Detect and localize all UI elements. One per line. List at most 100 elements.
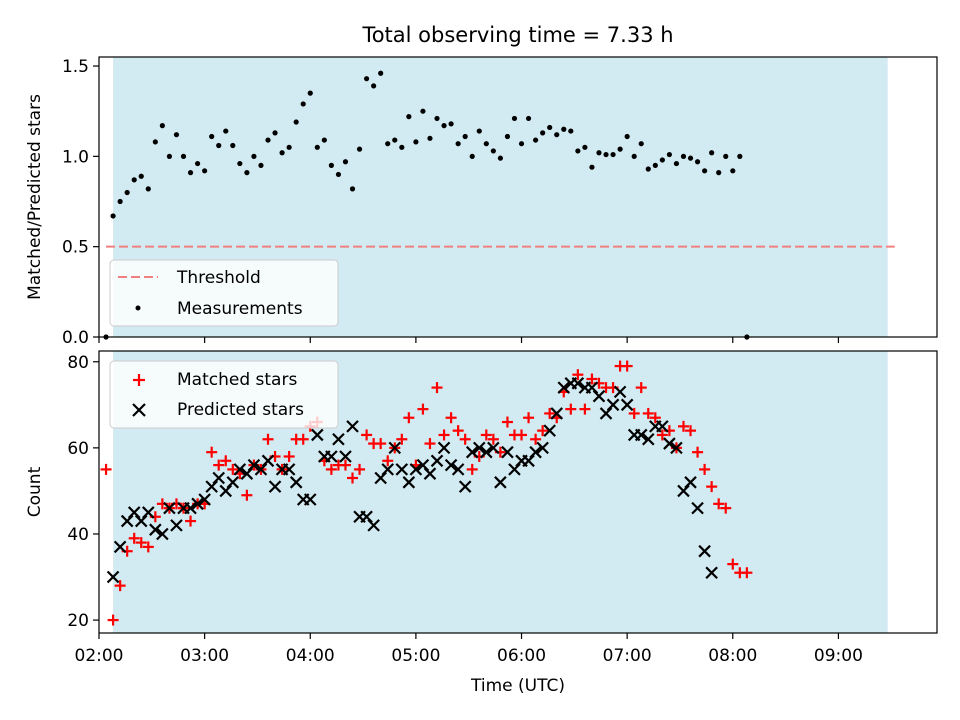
measurement-point bbox=[202, 168, 208, 174]
x-tick-label: 06:00 bbox=[497, 646, 546, 666]
measurement-point bbox=[638, 141, 644, 147]
predicted-star-point bbox=[240, 467, 254, 480]
predicted-star-point bbox=[670, 441, 683, 455]
x-axis-ticks-ratio bbox=[98, 337, 840, 343]
matched-star-point bbox=[537, 425, 549, 437]
predicted-star-point bbox=[219, 484, 233, 498]
predicted-star-point bbox=[395, 463, 409, 476]
predicted-star-point bbox=[465, 445, 479, 459]
predicted-star-point bbox=[325, 450, 338, 463]
measurement-point bbox=[258, 162, 264, 168]
measurement-point bbox=[730, 168, 736, 174]
predicted-star-point bbox=[346, 420, 359, 433]
predicted-star-point bbox=[388, 441, 402, 455]
predicted-star-point bbox=[142, 506, 155, 519]
predicted-star-point bbox=[613, 385, 627, 399]
matched-star-point bbox=[565, 403, 577, 415]
predicted-star-point bbox=[113, 540, 127, 554]
measurement-point bbox=[145, 186, 151, 192]
measurement-point bbox=[385, 141, 391, 147]
measurement-point bbox=[673, 160, 680, 167]
predicted-star-point bbox=[656, 420, 669, 433]
measurement-point bbox=[110, 213, 116, 219]
measurement-points bbox=[103, 70, 750, 340]
predicted-star-point bbox=[634, 428, 648, 442]
y-axis-ticks-counts: 20 40 60 80 bbox=[67, 353, 99, 631]
measurement-point bbox=[286, 144, 292, 150]
matched-star-point bbox=[438, 429, 450, 441]
measurement-point bbox=[666, 151, 673, 158]
predicted-star-point bbox=[198, 493, 211, 506]
measurement-point bbox=[300, 101, 306, 107]
measurement-point bbox=[723, 153, 729, 159]
predicted-star-point bbox=[332, 432, 345, 446]
predicted-star-point bbox=[402, 476, 416, 489]
matched-star-point bbox=[347, 472, 359, 484]
matched-star-point bbox=[220, 455, 232, 467]
plot-frame-ratio bbox=[98, 56, 938, 338]
measurement-point bbox=[561, 126, 567, 132]
x-tick-label: 07:00 bbox=[603, 646, 652, 666]
matched-star-point bbox=[635, 382, 647, 394]
matched-star-point bbox=[713, 498, 725, 510]
measurement-point bbox=[180, 153, 187, 159]
measurement-point bbox=[702, 168, 708, 174]
measurement-point bbox=[568, 128, 574, 134]
y-axis-ticks-ratio: 0.0 0.5 1.0 1.5 bbox=[62, 57, 99, 348]
matched-star-point bbox=[206, 446, 218, 458]
measurement-point bbox=[483, 141, 489, 147]
matched-star-point bbox=[480, 429, 492, 441]
predicted-star-point bbox=[120, 514, 134, 528]
predicted-star-point bbox=[367, 519, 380, 532]
predicted-star-point bbox=[106, 570, 120, 584]
measurement-point bbox=[631, 153, 637, 159]
predicted-star-point bbox=[684, 476, 697, 489]
legend-threshold-label: Threshold bbox=[176, 268, 261, 288]
measurement-point bbox=[187, 170, 194, 176]
matched-star-point bbox=[128, 532, 140, 544]
measurement-point bbox=[406, 114, 412, 120]
predicted-star-point bbox=[472, 441, 486, 455]
predicted-star-point bbox=[487, 441, 500, 455]
measurement-point bbox=[230, 142, 236, 149]
measurement-point bbox=[265, 137, 271, 143]
measurement-point bbox=[624, 133, 630, 140]
measurement-point bbox=[378, 70, 384, 76]
measurement-point bbox=[307, 90, 313, 96]
measurement-point bbox=[687, 155, 694, 161]
count-points bbox=[100, 360, 753, 626]
matched-star-point bbox=[185, 515, 197, 527]
measurement-point bbox=[216, 142, 222, 149]
matched-star-point bbox=[100, 463, 112, 475]
matched-star-point bbox=[375, 438, 387, 450]
measurement-point bbox=[434, 115, 440, 122]
y-tick-label: 20 bbox=[67, 611, 89, 631]
measurement-point bbox=[427, 135, 433, 141]
matched-star-point bbox=[642, 407, 654, 419]
predicted-star-point bbox=[149, 523, 162, 536]
predicted-star-point bbox=[543, 424, 556, 437]
predicted-star-point bbox=[303, 493, 317, 506]
predicted-star-point bbox=[698, 544, 711, 558]
predicted-star-point bbox=[184, 501, 197, 515]
measurement-point bbox=[413, 139, 419, 145]
measurement-point bbox=[652, 162, 658, 168]
matched-star-point bbox=[403, 412, 415, 424]
matched-star-point bbox=[445, 412, 457, 424]
legend-measurements-swatch bbox=[135, 305, 141, 311]
chart-title: Total observing time = 7.33 h bbox=[361, 23, 673, 47]
measurement-point bbox=[511, 115, 518, 122]
predicted-star-point bbox=[529, 445, 542, 459]
measurement-point bbox=[209, 133, 215, 140]
predicted-star-point bbox=[663, 437, 676, 450]
predicted-star-point bbox=[170, 519, 183, 532]
matched-star-point bbox=[677, 420, 689, 432]
measurement-point bbox=[441, 123, 447, 129]
measurement-point bbox=[159, 123, 165, 129]
predicted-star-point bbox=[550, 407, 564, 420]
measurement-point bbox=[131, 177, 137, 183]
matched-star-point bbox=[727, 558, 739, 570]
predicted-star-point bbox=[226, 476, 240, 489]
